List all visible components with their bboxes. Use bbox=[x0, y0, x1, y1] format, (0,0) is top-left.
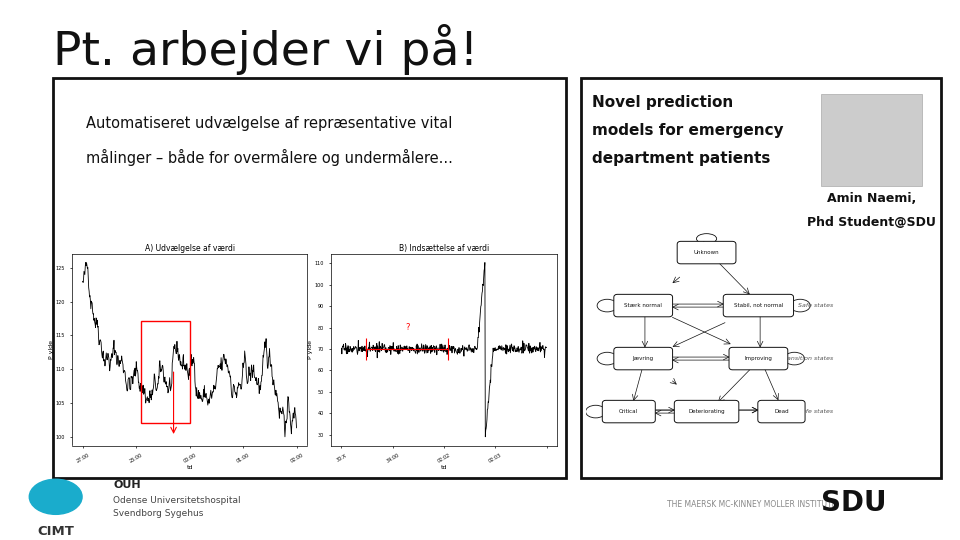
Text: THE MAERSK MC-KINNEY MOLLER INSTITUTE: THE MAERSK MC-KINNEY MOLLER INSTITUTE bbox=[667, 501, 836, 509]
Ellipse shape bbox=[29, 480, 82, 514]
Bar bbox=[141, 321, 190, 423]
Text: Odense Universitetshospital: Odense Universitetshospital bbox=[113, 496, 241, 504]
Y-axis label: P ylde: P ylde bbox=[49, 340, 55, 359]
Text: Svendborg Sygehus: Svendborg Sygehus bbox=[113, 509, 204, 517]
Text: Pt. arbejder vi på!: Pt. arbejder vi på! bbox=[53, 24, 478, 75]
Text: Unknown: Unknown bbox=[694, 250, 719, 255]
Text: målinger – både for overmålere og undermålere...: målinger – både for overmålere og underm… bbox=[86, 148, 453, 166]
Ellipse shape bbox=[586, 405, 606, 418]
Ellipse shape bbox=[784, 352, 804, 365]
Text: Transition states: Transition states bbox=[781, 356, 833, 361]
Text: Critical: Critical bbox=[619, 409, 638, 414]
Ellipse shape bbox=[597, 352, 617, 365]
FancyBboxPatch shape bbox=[729, 347, 788, 370]
Text: department patients: department patients bbox=[592, 151, 771, 166]
Title: B) Indsættelse af værdi: B) Indsættelse af værdi bbox=[398, 244, 490, 253]
X-axis label: td: td bbox=[186, 465, 193, 470]
FancyBboxPatch shape bbox=[613, 347, 673, 370]
FancyBboxPatch shape bbox=[613, 294, 673, 317]
Y-axis label: P ylde: P ylde bbox=[308, 340, 314, 359]
Text: Dead: Dead bbox=[774, 409, 789, 414]
Text: ?: ? bbox=[405, 323, 410, 332]
Bar bbox=[581, 78, 941, 478]
Text: Novel prediction: Novel prediction bbox=[592, 94, 733, 110]
Bar bbox=[53, 78, 566, 478]
Text: Phd Student@SDU: Phd Student@SDU bbox=[806, 216, 936, 229]
FancyBboxPatch shape bbox=[757, 400, 805, 423]
Title: A) Udvælgelse af værdi: A) Udvælgelse af værdi bbox=[145, 244, 234, 253]
Text: Deteriorating: Deteriorating bbox=[688, 409, 725, 414]
Text: Jævring: Jævring bbox=[633, 356, 654, 361]
Text: Amin Naemi,: Amin Naemi, bbox=[827, 192, 916, 205]
X-axis label: td: td bbox=[441, 465, 447, 470]
FancyBboxPatch shape bbox=[674, 400, 739, 423]
Text: OUH: OUH bbox=[113, 480, 141, 490]
Text: CIMT: CIMT bbox=[37, 525, 74, 538]
Ellipse shape bbox=[696, 234, 716, 244]
Text: Unsafe states: Unsafe states bbox=[790, 409, 833, 414]
FancyBboxPatch shape bbox=[677, 241, 736, 264]
Ellipse shape bbox=[597, 299, 617, 312]
Text: Automatiseret udvælgelse af repræsentative vital: Automatiseret udvælgelse af repræsentati… bbox=[86, 116, 453, 131]
Text: Safe states: Safe states bbox=[798, 303, 833, 308]
FancyBboxPatch shape bbox=[723, 294, 794, 317]
Ellipse shape bbox=[790, 299, 810, 312]
Text: Improving: Improving bbox=[744, 356, 773, 361]
FancyBboxPatch shape bbox=[602, 400, 656, 423]
Text: SDU: SDU bbox=[821, 489, 886, 517]
Text: Stabil, not normal: Stabil, not normal bbox=[733, 303, 783, 308]
Text: models for emergency: models for emergency bbox=[592, 123, 784, 138]
Bar bbox=[821, 94, 922, 186]
Text: Stærk normal: Stærk normal bbox=[624, 303, 662, 308]
